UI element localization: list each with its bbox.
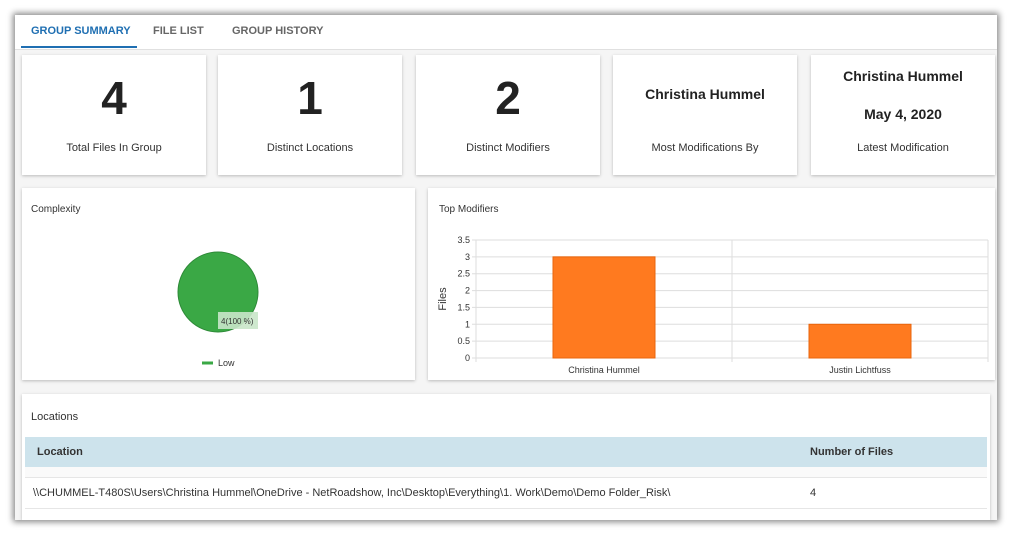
bar xyxy=(808,323,912,359)
x-tick-label: Justin Lichtfuss xyxy=(829,365,891,375)
y-tick-label: 3 xyxy=(465,252,470,262)
stat-card: 2 Distinct Modifiers xyxy=(416,55,600,175)
y-tick-label: 2 xyxy=(465,286,470,296)
stat-date: May 4, 2020 xyxy=(864,106,942,122)
x-tick-label: Christina Hummel xyxy=(568,365,640,375)
top-modifiers-chart: Top Modifiers Files 0 0.5 1 1.5 2 2.5 3 3.5 Chri… xyxy=(428,188,995,380)
tab-bar: GROUP SUMMARY FILE LIST GROUP HISTORY xyxy=(15,15,997,50)
stat-caption: Distinct Locations xyxy=(266,142,354,154)
data-label: 4(100 %) xyxy=(221,317,254,326)
y-tick-label: 2.5 xyxy=(457,269,470,279)
y-tick-label: 0 xyxy=(465,353,470,363)
stat-caption: Latest Modification xyxy=(857,142,949,154)
stat-value: Christina Hummel xyxy=(843,68,963,84)
stat-caption: Total Files In Group xyxy=(66,142,162,154)
stat-caption: Distinct Modifiers xyxy=(466,142,550,154)
column-header[interactable]: Number of Files xyxy=(798,437,987,467)
y-tick-label: 1 xyxy=(465,319,470,329)
y-tick-label: 0.5 xyxy=(457,336,470,346)
section-title: Locations xyxy=(31,411,79,423)
y-axis-label: Files xyxy=(437,287,449,311)
tab[interactable]: GROUP HISTORY xyxy=(232,25,324,37)
legend-label: Low xyxy=(218,358,235,368)
cell: \\CHUMMEL-T480S\Users\Christina Hummel\O… xyxy=(25,477,798,509)
stat-value: 4 xyxy=(101,72,127,124)
header-row: Location Number of Files xyxy=(25,437,987,467)
stat-caption: Most Modifications By xyxy=(651,142,759,154)
chart-title: Top Modifiers xyxy=(439,204,498,215)
tab[interactable]: GROUP SUMMARY xyxy=(31,25,131,37)
chart-title: Complexity xyxy=(31,204,80,215)
table-row[interactable]: \\CHUMMEL-T480S\Users\Christina Hummel\O… xyxy=(25,477,987,509)
stat-card: Christina Hummel May 4, 2020 Latest Modi… xyxy=(811,55,995,175)
locations-table: Location Number of Files \\CHUMMEL-T480S… xyxy=(25,437,987,509)
bar xyxy=(552,256,656,359)
tab-indicator xyxy=(21,46,137,48)
stat-card: Christina Hummel Most Modifications By xyxy=(613,55,797,175)
y-tick-label: 1.5 xyxy=(457,302,470,312)
stat-value: Christina Hummel xyxy=(645,86,765,102)
stat-card: 4 Total Files In Group xyxy=(22,55,206,175)
y-tick-label: 3.5 xyxy=(457,235,470,245)
tab[interactable]: FILE LIST xyxy=(153,25,204,37)
complexity-chart: Complexity 4(100 %) Low xyxy=(22,188,415,380)
stat-card: 1 Distinct Locations xyxy=(218,55,402,175)
scrollbar xyxy=(25,467,987,478)
cell: 4 xyxy=(798,477,987,509)
app-frame: GROUP SUMMARY FILE LIST GROUP HISTORY 4 … xyxy=(15,15,997,520)
stat-value: 1 xyxy=(297,72,323,124)
column-header[interactable]: Location xyxy=(25,437,798,467)
stat-value: 2 xyxy=(495,72,521,124)
data-label-box xyxy=(218,312,258,329)
